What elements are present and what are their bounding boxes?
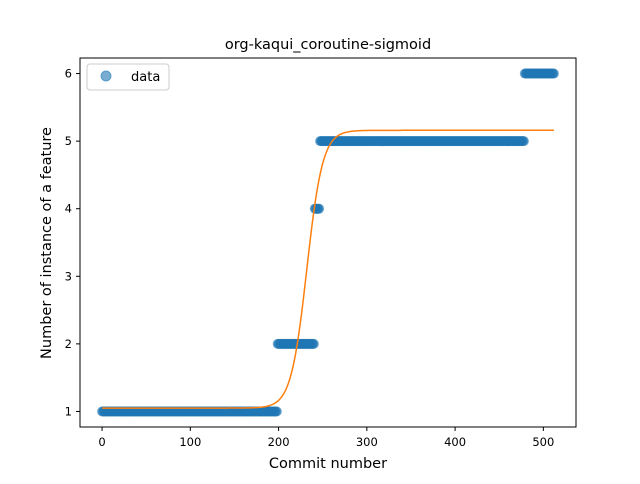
y-tick-label: 3 bbox=[65, 269, 72, 283]
data-point bbox=[309, 339, 319, 349]
chart-title: org-kaqui_coroutine-sigmoid bbox=[225, 37, 431, 53]
y-tick-label: 5 bbox=[65, 134, 72, 148]
x-tick-label: 100 bbox=[179, 435, 201, 449]
legend-marker-data bbox=[101, 71, 111, 81]
x-tick-label: 300 bbox=[356, 435, 378, 449]
y-tick-label: 2 bbox=[65, 337, 72, 351]
x-tick-label: 0 bbox=[98, 435, 105, 449]
x-tick-label: 400 bbox=[444, 435, 466, 449]
y-tick-label: 6 bbox=[65, 67, 72, 81]
y-axis-label: Number of instance of a feature bbox=[39, 127, 55, 359]
data-point bbox=[549, 69, 559, 79]
legend-label-data: data bbox=[131, 70, 160, 85]
x-axis-label: Commit number bbox=[269, 456, 387, 472]
x-tick-label: 500 bbox=[532, 435, 554, 449]
legend: data bbox=[87, 64, 169, 90]
y-tick-label: 4 bbox=[65, 202, 72, 216]
x-tick-label: 200 bbox=[268, 435, 290, 449]
data-point bbox=[314, 204, 324, 214]
y-tick-label: 1 bbox=[65, 404, 72, 418]
data-point bbox=[272, 406, 282, 416]
data-point bbox=[519, 136, 529, 146]
